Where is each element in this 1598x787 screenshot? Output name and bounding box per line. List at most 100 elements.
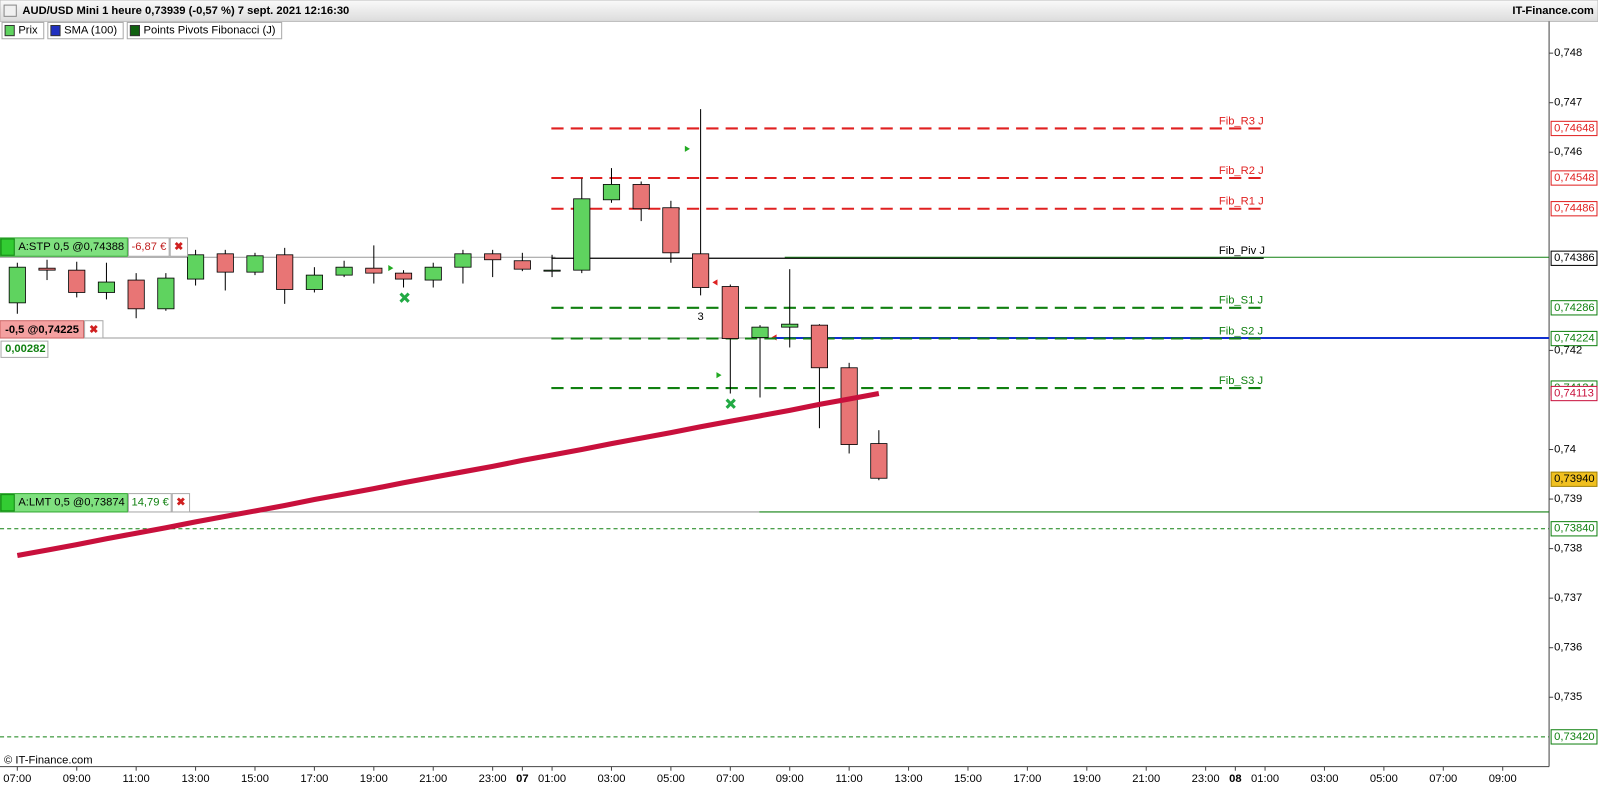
order-pnl: 14,79 € xyxy=(131,497,169,509)
legend-label: SMA (100) xyxy=(64,25,117,37)
x-tick-label: 21:00 xyxy=(1132,773,1160,785)
price-label: 0,74486 xyxy=(1554,203,1594,215)
legend-label: Points Pivots Fibonacci (J) xyxy=(144,25,276,37)
candle-body xyxy=(454,253,472,268)
price-label: 0,73840 xyxy=(1554,523,1594,535)
order-close[interactable] xyxy=(169,237,189,257)
x-tick-label: 19:00 xyxy=(1073,773,1101,785)
x-tick-label: 15:00 xyxy=(954,773,982,785)
x-tick-label: 03:00 xyxy=(597,773,625,785)
x-tick-label: 13:00 xyxy=(182,773,210,785)
candle-body xyxy=(751,326,769,338)
x-tick-label: 11:00 xyxy=(836,773,863,785)
legend-swatch xyxy=(4,24,15,37)
x-tick-label: 23:00 xyxy=(1192,773,1220,785)
signal-marker xyxy=(388,145,722,379)
order-close-icon[interactable]: ✖ xyxy=(174,241,183,253)
pivot-label: Fib_S2 J xyxy=(1219,325,1263,337)
legend-label: Prix xyxy=(18,25,38,37)
header-icon xyxy=(3,4,17,17)
pivot-label: Fib_Piv J xyxy=(1219,245,1265,257)
y-tick-label: 0,736 xyxy=(1554,642,1582,654)
x-tick-label: 03:00 xyxy=(1310,773,1338,785)
spread-label: 0,00282 xyxy=(5,343,45,355)
price-label: 0,74386 xyxy=(1554,252,1594,264)
candle-body xyxy=(721,286,739,339)
candle-body xyxy=(662,207,680,254)
candle-body xyxy=(187,254,205,280)
candle-body xyxy=(216,253,234,273)
position-close-icon[interactable]: ✖ xyxy=(89,324,98,336)
candle-body xyxy=(840,367,858,445)
legend-swatch xyxy=(50,24,61,37)
brand: IT-Finance.com xyxy=(1512,5,1594,17)
candle-body xyxy=(424,266,442,281)
y-tick-label: 0,737 xyxy=(1554,592,1582,604)
legend-swatch xyxy=(129,24,140,37)
order-close-icon[interactable]: ✖ xyxy=(176,497,185,509)
candle-body xyxy=(68,269,86,293)
y-tick-label: 0,746 xyxy=(1554,146,1582,158)
x-tick-label: 21:00 xyxy=(419,773,447,785)
price-label-box xyxy=(1550,250,1598,266)
position-close[interactable] xyxy=(84,320,104,339)
price-label-box xyxy=(1550,300,1598,316)
y-tick-label: 0,74 xyxy=(1554,443,1576,455)
price-label: 0,74113 xyxy=(1554,387,1594,399)
x-tick-label: 07:00 xyxy=(1429,773,1457,785)
x-tick-label: 05:00 xyxy=(657,773,685,785)
last-price-box xyxy=(1550,471,1598,487)
price-label: 0,74548 xyxy=(1554,172,1594,184)
candle-body xyxy=(157,277,175,310)
candle-body xyxy=(781,323,799,328)
candle-body xyxy=(8,266,26,304)
candle-body xyxy=(543,269,561,272)
x-tick-label: 17:00 xyxy=(1013,773,1041,785)
header-bar xyxy=(0,0,1598,22)
candle-body xyxy=(602,184,621,201)
position-box xyxy=(0,320,85,339)
x-tick-label: 07:00 xyxy=(3,773,31,785)
x-tick-label: 09:00 xyxy=(776,773,804,785)
candle-body xyxy=(870,443,888,479)
price-label: 0,74224 xyxy=(1554,333,1594,345)
candle-body xyxy=(38,267,56,271)
order-drag[interactable] xyxy=(0,238,15,256)
cross-marker xyxy=(399,292,736,409)
price-label: 0,74648 xyxy=(1554,122,1594,134)
footer: © IT-Finance.com xyxy=(4,754,93,766)
x-tick-label: 23:00 xyxy=(479,773,507,785)
x-tick-label: 15:00 xyxy=(241,773,269,785)
x-tick-label: 07:00 xyxy=(716,773,744,785)
x-tick-label: 13:00 xyxy=(895,773,923,785)
candle-body xyxy=(127,279,145,310)
x-tick-label: 07 xyxy=(516,773,528,785)
pivot-label: Fib_R2 J xyxy=(1219,165,1264,177)
y-tick-label: 0,748 xyxy=(1554,47,1582,59)
price-label-box xyxy=(1550,330,1598,347)
x-tick-label: 19:00 xyxy=(360,773,388,785)
price-label: 0,73420 xyxy=(1554,731,1594,743)
y-tick-label: 0,742 xyxy=(1554,344,1582,356)
order-label: A:LMT 0,5 @0,73874 xyxy=(18,497,124,509)
order-pnl: -6,87 € xyxy=(131,241,167,253)
header-title: AUD/USD Mini 1 heure 0,73939 (-0,57 %) 7… xyxy=(22,5,349,17)
candle-body xyxy=(276,254,294,290)
order-drag[interactable] xyxy=(0,494,15,512)
candle-body xyxy=(632,184,650,210)
order-close[interactable] xyxy=(171,493,191,513)
candle-body xyxy=(246,255,264,273)
order-pnl-box xyxy=(127,493,172,513)
y-tick-label: 0,747 xyxy=(1554,97,1582,109)
price-label-box xyxy=(1550,729,1598,745)
price-label: 0,74286 xyxy=(1554,302,1594,314)
x-tick-label: 01:00 xyxy=(538,773,566,785)
pivot-label: Fib_S3 J xyxy=(1219,375,1263,387)
pivot-label: Fib_S1 J xyxy=(1219,295,1263,307)
x-tick-label: 09:00 xyxy=(63,773,91,785)
position-label: -0,5 @0,74225 xyxy=(5,324,79,336)
candle-body xyxy=(692,253,710,288)
candle-body xyxy=(335,266,353,276)
price-label-box xyxy=(1550,385,1598,402)
